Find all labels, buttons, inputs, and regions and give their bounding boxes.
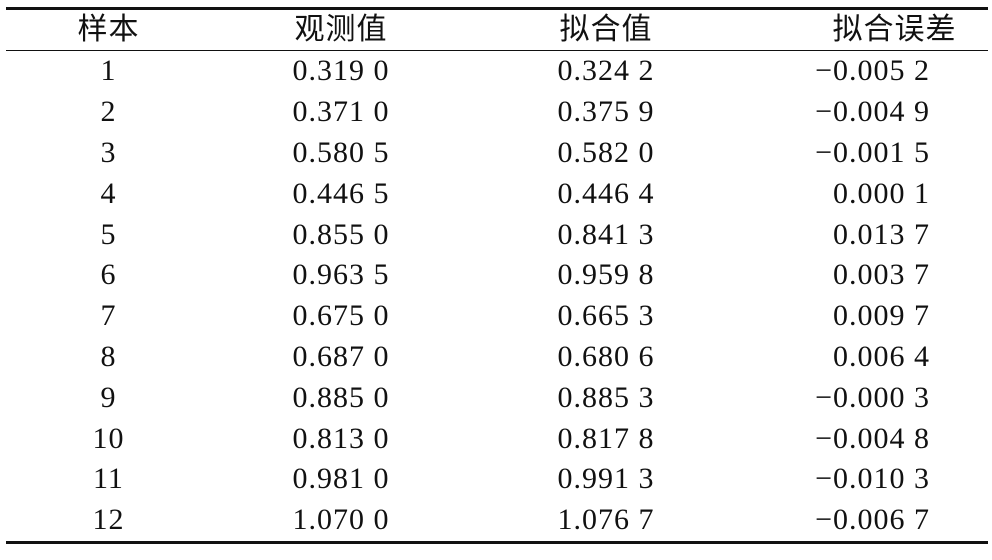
table-cell: 0.813 0 <box>292 421 390 455</box>
table-cell: 0.991 3 <box>557 462 655 496</box>
table-cell: 0.841 3 <box>557 217 655 251</box>
table-cell: −0.004 8 <box>815 421 930 455</box>
data-table: 样本 观测值 拟合值 拟合误差 1 0.319 0 0.324 2 −0.005 2 2 0.3… <box>6 7 988 544</box>
table-cell: 0.963 5 <box>292 258 390 292</box>
table-row: 7 0.675 0 0.665 3 0.009 7 <box>6 296 988 337</box>
table-cell: −0.004 9 <box>815 95 930 129</box>
table-cell: 0.885 3 <box>557 380 655 414</box>
table-cell: 12 <box>92 503 125 537</box>
table-cell: 0.003 7 <box>833 258 930 292</box>
table-row: 5 0.855 0 0.841 3 0.013 7 <box>6 214 988 255</box>
table-cell: 0.013 7 <box>833 217 930 251</box>
table-cell: 6 <box>100 258 117 292</box>
header-cell: 观测值 <box>294 13 388 46</box>
table-cell: 9 <box>100 380 117 414</box>
header-cell: 拟合误差 <box>832 13 957 46</box>
header-cell: 样本 <box>77 13 140 46</box>
table-cell: 11 <box>93 462 124 496</box>
table-cell: 0.319 0 <box>292 54 390 88</box>
table-cell: 0.665 3 <box>557 299 655 333</box>
table-cell: 0.006 4 <box>833 339 930 373</box>
table-cell: 0.009 7 <box>833 299 930 333</box>
table-row: 12 1.070 0 1.076 7 −0.006 7 <box>6 500 988 542</box>
table-cell: 0.446 5 <box>292 176 390 210</box>
table-cell: 10 <box>92 421 125 455</box>
table-row: 11 0.981 0 0.991 3 −0.010 3 <box>6 459 988 500</box>
table-cell: 0.680 6 <box>557 339 655 373</box>
table-cell: 0.675 0 <box>292 299 390 333</box>
table-cell: −0.005 2 <box>815 54 930 88</box>
table-row: 2 0.371 0 0.375 9 −0.004 9 <box>6 92 988 133</box>
table-cell: 0.817 8 <box>557 421 655 455</box>
table-cell: 0.981 0 <box>292 462 390 496</box>
table-header: 样本 观测值 拟合值 拟合误差 <box>6 9 988 51</box>
table-cell: 8 <box>100 339 117 373</box>
table-body: 1 0.319 0 0.324 2 −0.005 2 2 0.371 0 0.375 9 −0… <box>6 51 988 543</box>
table-cell: −0.010 3 <box>815 462 930 496</box>
table-cell: 0.371 0 <box>292 95 390 129</box>
table-cell: 1 <box>100 54 117 88</box>
table-cell: 0.324 2 <box>557 54 655 88</box>
table-cell: 0.855 0 <box>292 217 390 251</box>
table-cell: 0.375 9 <box>557 95 655 129</box>
table-row: 6 0.963 5 0.959 8 0.003 7 <box>6 255 988 296</box>
header-cell: 拟合值 <box>559 13 653 46</box>
table-cell: 0.885 0 <box>292 380 390 414</box>
table-cell: 0.000 1 <box>833 176 930 210</box>
table-cell: 0.580 5 <box>292 135 390 169</box>
table-row: 10 0.813 0 0.817 8 −0.004 8 <box>6 418 988 459</box>
table-cell: 1.070 0 <box>292 503 390 537</box>
table-row: 8 0.687 0 0.680 6 0.006 4 <box>6 337 988 378</box>
table-cell: 4 <box>100 176 117 210</box>
header-row: 样本 观测值 拟合值 拟合误差 <box>6 9 988 51</box>
table-row: 4 0.446 5 0.446 4 0.000 1 <box>6 173 988 214</box>
table-cell: 0.959 8 <box>557 258 655 292</box>
table-cell: −0.001 5 <box>815 135 930 169</box>
table-row: 3 0.580 5 0.582 0 −0.001 5 <box>6 133 988 174</box>
table-cell: 3 <box>100 135 117 169</box>
table-cell: 1.076 7 <box>557 503 655 537</box>
table-cell: 2 <box>100 95 117 129</box>
table-cell: 0.446 4 <box>557 176 655 210</box>
table-cell: −0.000 3 <box>815 380 930 414</box>
table-row: 1 0.319 0 0.324 2 −0.005 2 <box>6 51 988 92</box>
table-cell: 7 <box>100 299 117 333</box>
table-cell: −0.006 7 <box>815 503 930 537</box>
table-cell: 0.687 0 <box>292 339 390 373</box>
table-row: 9 0.885 0 0.885 3 −0.000 3 <box>6 377 988 418</box>
table-cell: 5 <box>100 217 117 251</box>
table-cell: 0.582 0 <box>557 135 655 169</box>
